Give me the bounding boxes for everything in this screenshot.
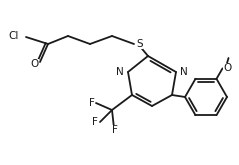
Text: S: S [137,39,143,49]
Text: N: N [116,67,124,77]
Text: N: N [180,67,188,77]
Text: F: F [92,117,98,127]
Text: O: O [31,59,39,69]
Text: O: O [223,63,232,73]
Text: F: F [112,125,118,135]
Text: Cl: Cl [9,31,19,41]
Text: F: F [89,98,95,108]
